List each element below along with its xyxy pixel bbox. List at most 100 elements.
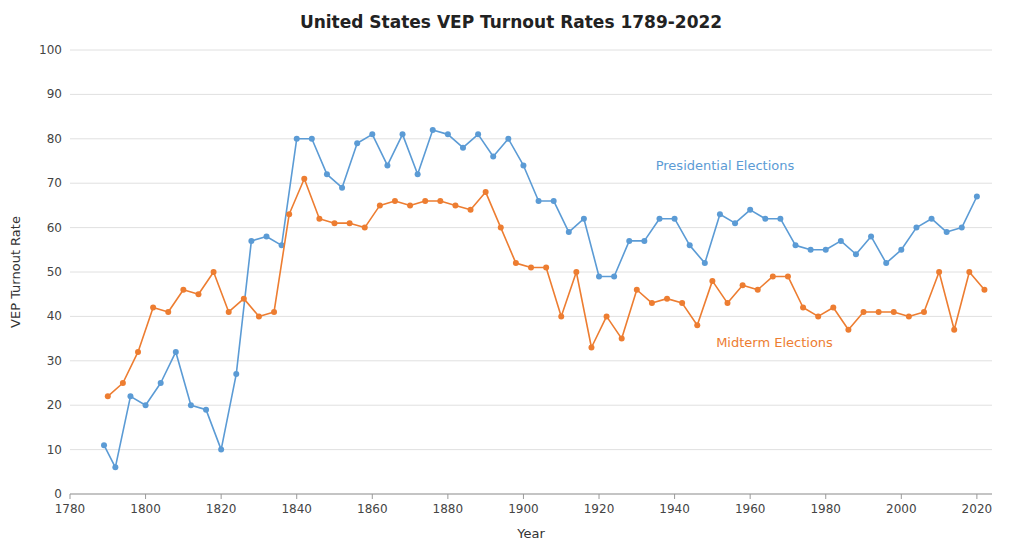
point (732, 220, 738, 226)
x-tick-label: 1840 (281, 502, 312, 516)
point (740, 282, 746, 288)
point (490, 154, 496, 160)
grid-line (70, 449, 992, 450)
point (241, 296, 247, 302)
plot-area (101, 127, 987, 470)
point (981, 287, 987, 293)
series-line (108, 179, 985, 397)
point (460, 145, 466, 151)
point (830, 305, 836, 311)
point (505, 136, 511, 142)
y-tick-label: 100 (39, 43, 62, 57)
grid-line (70, 360, 992, 361)
point (664, 296, 670, 302)
x-tick (447, 494, 448, 499)
x-tick (523, 494, 524, 499)
x-tick-label: 1940 (659, 502, 690, 516)
point (498, 225, 504, 231)
x-tick (145, 494, 146, 499)
point (656, 216, 662, 222)
point (483, 189, 489, 195)
x-tick-label: 1800 (130, 502, 161, 516)
grid-line (70, 405, 992, 406)
point (143, 402, 149, 408)
point (800, 305, 806, 311)
x-tick (825, 494, 826, 499)
x-axis: 1780180018201840186018801900192019401960… (55, 494, 992, 516)
point (551, 198, 557, 204)
point (369, 131, 375, 137)
point (105, 393, 111, 399)
x-tick-label: 2020 (962, 502, 993, 516)
point (596, 273, 602, 279)
y-tick-label: 20 (47, 398, 62, 412)
point (520, 162, 526, 168)
point (362, 225, 368, 231)
point (536, 198, 542, 204)
point (468, 207, 474, 213)
y-tick-label: 40 (47, 309, 62, 323)
x-tick (296, 494, 297, 499)
point (211, 269, 217, 275)
grid-line (70, 494, 992, 495)
point (883, 260, 889, 266)
x-tick-label: 2000 (886, 502, 917, 516)
x-tick (674, 494, 675, 499)
x-tick-label: 1780 (55, 502, 86, 516)
point (566, 229, 572, 235)
point (347, 220, 353, 226)
x-tick (976, 494, 977, 499)
point (588, 344, 594, 350)
point (619, 336, 625, 342)
series (101, 127, 980, 470)
y-tick-label: 70 (47, 176, 62, 190)
point (921, 309, 927, 315)
x-tick-label: 1860 (357, 502, 388, 516)
point (173, 349, 179, 355)
point (944, 229, 950, 235)
x-axis-line (70, 494, 992, 495)
point (294, 136, 300, 142)
point (951, 327, 957, 333)
y-tick-label: 50 (47, 265, 62, 279)
point (853, 251, 859, 257)
point (101, 442, 107, 448)
grid-line (70, 227, 992, 228)
x-tick-label: 1960 (735, 502, 766, 516)
point (974, 194, 980, 200)
point (755, 287, 761, 293)
point (377, 202, 383, 208)
point (604, 313, 610, 319)
x-tick (70, 494, 71, 499)
point (384, 162, 390, 168)
annotations: Presidential ElectionsMidterm Elections (656, 158, 833, 351)
point (120, 380, 126, 386)
point (400, 131, 406, 137)
point (127, 393, 133, 399)
point (573, 269, 579, 275)
point (702, 260, 708, 266)
y-tick-label: 10 (47, 443, 62, 457)
x-tick-label: 1900 (508, 502, 539, 516)
point (581, 216, 587, 222)
point (513, 260, 519, 266)
point (861, 309, 867, 315)
point (218, 447, 224, 453)
y-grid: 0102030405060708090100 (39, 43, 992, 501)
point (415, 171, 421, 177)
point (301, 176, 307, 182)
point (422, 198, 428, 204)
point (672, 216, 678, 222)
point (248, 238, 254, 244)
series (105, 176, 988, 400)
point (717, 211, 723, 217)
point (271, 309, 277, 315)
y-tick-label: 0 (54, 487, 62, 501)
point (936, 269, 942, 275)
point (475, 131, 481, 137)
point (354, 140, 360, 146)
point (709, 278, 715, 284)
point (226, 309, 232, 315)
x-tick-label: 1820 (206, 502, 237, 516)
x-tick-label: 1920 (584, 502, 615, 516)
